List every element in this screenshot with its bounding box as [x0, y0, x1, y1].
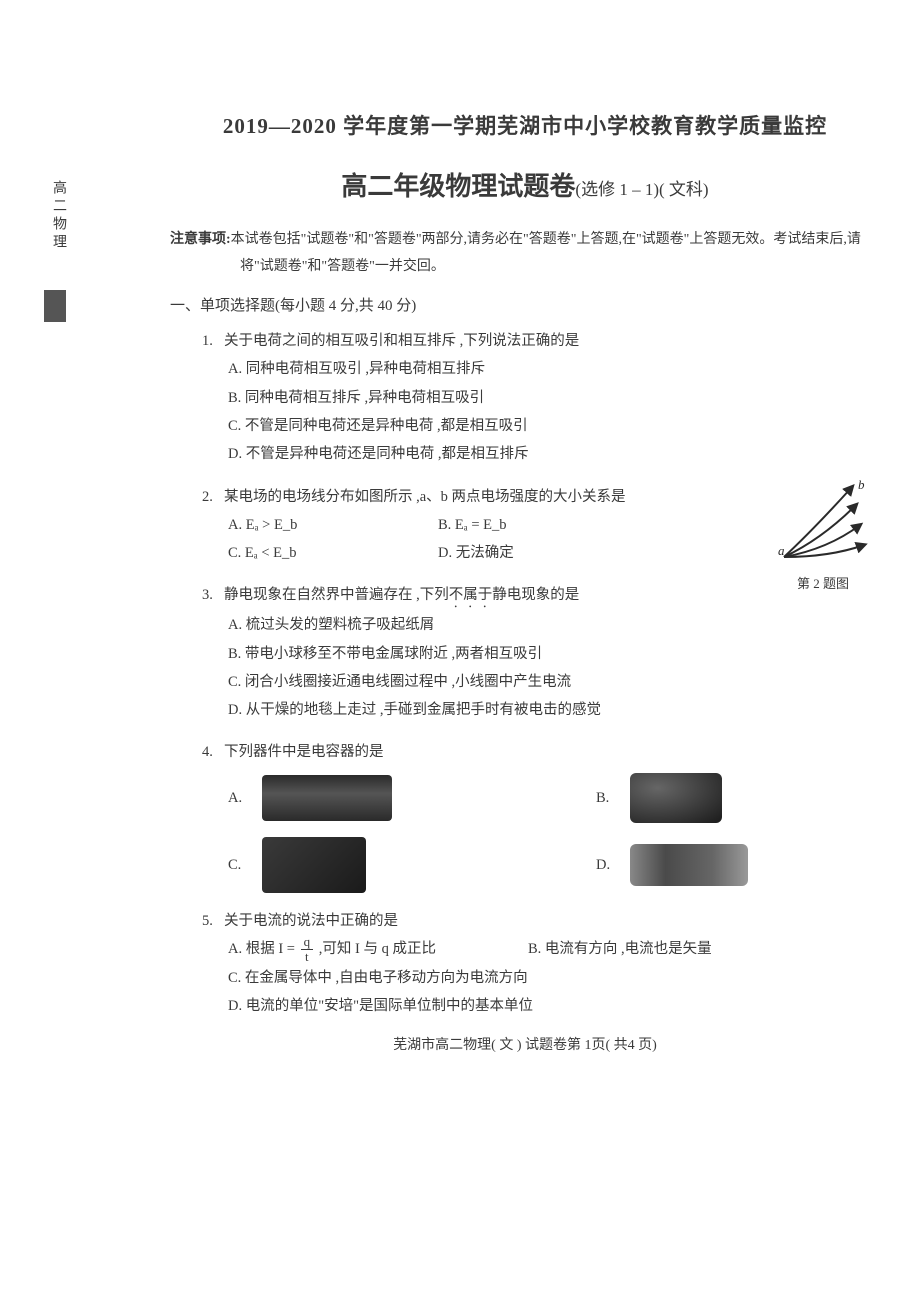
q4-image-d — [630, 844, 748, 886]
q3-option-b: B. 带电小球移至不带电金属球附近 ,两者相互吸引 — [228, 640, 880, 668]
q2-num: 2. — [202, 483, 224, 511]
main-title: 2019—2020 学年度第一学期芜湖市中小学校教育教学质量监控 — [170, 110, 880, 140]
side-vertical-label: 高二物理 — [48, 180, 68, 252]
q5-option-a: A. 根据 I = qt ,可知 I 与 q 成正比 — [228, 935, 528, 964]
q2-fig-caption: 第 2 题图 — [774, 571, 872, 596]
q3-stem-dotted: 不属于 — [449, 587, 493, 603]
question-4: 4.下列器件中是电容器的是 A. B. C. D. — [170, 738, 880, 892]
q2-option-a: A. Eₐ > E_b — [228, 511, 438, 539]
q1-num: 1. — [202, 327, 224, 355]
q3-option-d: D. 从干燥的地毯上走过 ,手碰到金属把手时有被电击的感觉 — [228, 696, 880, 724]
page-footer: 芜湖市高二物理( 文 ) 试题卷第 1页( 共4 页) — [170, 1034, 880, 1054]
q1-option-c: C. 不管是同种电荷还是异种电荷 ,都是相互吸引 — [228, 412, 880, 440]
q2-stem: 某电场的电场线分布如图所示 ,a、b 两点电场强度的大小关系是 — [224, 489, 626, 505]
q3-num: 3. — [202, 581, 224, 609]
q4-label-b: B. — [596, 784, 616, 812]
q3-option-a: A. 梳过头发的塑料梳子吸起纸屑 — [228, 611, 880, 639]
q4-image-c — [262, 837, 366, 893]
q5-stem: 关于电流的说法中正确的是 — [224, 913, 398, 929]
sub-title: 高二年级物理试题卷(选修 1 – 1)( 文科) — [170, 166, 880, 203]
svg-text:a: a — [778, 543, 785, 558]
q4-label-d: D. — [596, 851, 616, 879]
q4-num: 4. — [202, 738, 224, 766]
svg-text:b: b — [858, 479, 865, 492]
q4-image-a — [262, 775, 392, 821]
q1-option-a: A. 同种电荷相互吸引 ,异种电荷相互排斥 — [228, 355, 880, 383]
field-lines-svg: a b — [774, 479, 872, 567]
question-2: 2.某电场的电场线分布如图所示 ,a、b 两点电场强度的大小关系是 A. Eₐ … — [170, 483, 880, 568]
page-content: 2019—2020 学年度第一学期芜湖市中小学校教育教学质量监控 高二年级物理试… — [170, 110, 880, 1054]
q5-option-b: B. 电流有方向 ,电流也是矢量 — [528, 935, 712, 964]
q3-stem-pre: 静电现象在自然界中普遍存在 ,下列 — [224, 587, 449, 603]
section-1-title: 一、单项选择题(每小题 4 分,共 40 分) — [170, 294, 880, 315]
sub-title-main: 高二年级物理试题卷 — [341, 172, 575, 201]
q4-stem: 下列器件中是电容器的是 — [224, 744, 384, 760]
q1-option-b: B. 同种电荷相互排斥 ,异种电荷相互吸引 — [228, 384, 880, 412]
q2-option-c: C. Eₐ < E_b — [228, 539, 438, 567]
question-5: 5.关于电流的说法中正确的是 A. 根据 I = qt ,可知 I 与 q 成正… — [170, 907, 880, 1021]
q4-label-c: C. — [228, 851, 248, 879]
q1-option-d: D. 不管是异种电荷还是同种电荷 ,都是相互排斥 — [228, 440, 880, 468]
q3-stem-post: 静电现象的是 — [492, 587, 579, 603]
notice-text: 本试卷包括"试题卷"和"答题卷"两部分,请务必在"答题卷"上答题,在"试题卷"上… — [231, 232, 861, 274]
q5-num: 5. — [202, 907, 224, 935]
side-black-block — [44, 290, 66, 322]
sub-title-note: (选修 1 – 1)( 文科) — [575, 180, 708, 199]
q2-figure: a b 第 2 题图 — [774, 479, 872, 596]
question-1: 1.关于电荷之间的相互吸引和相互排斥 ,下列说法正确的是 A. 同种电荷相互吸引… — [170, 327, 880, 468]
notice-label: 注意事项: — [170, 232, 231, 247]
q3-option-c: C. 闭合小线圈接近通电线圈过程中 ,小线圈中产生电流 — [228, 668, 880, 696]
q4-label-a: A. — [228, 784, 248, 812]
question-3: 3.静电现象在自然界中普遍存在 ,下列不属于静电现象的是 A. 梳过头发的塑料梳… — [170, 581, 880, 724]
q1-stem: 关于电荷之间的相互吸引和相互排斥 ,下列说法正确的是 — [224, 333, 579, 349]
q4-image-b — [630, 773, 722, 823]
q2-option-d: D. 无法确定 — [438, 539, 514, 567]
q5-option-c: C. 在金属导体中 ,自由电子移动方向为电流方向 — [228, 964, 880, 992]
q2-option-b: B. Eₐ = E_b — [438, 511, 507, 539]
q5-option-d: D. 电流的单位"安培"是国际单位制中的基本单位 — [228, 992, 880, 1020]
notice: 注意事项:本试卷包括"试题卷"和"答题卷"两部分,请务必在"答题卷"上答题,在"… — [170, 227, 880, 280]
